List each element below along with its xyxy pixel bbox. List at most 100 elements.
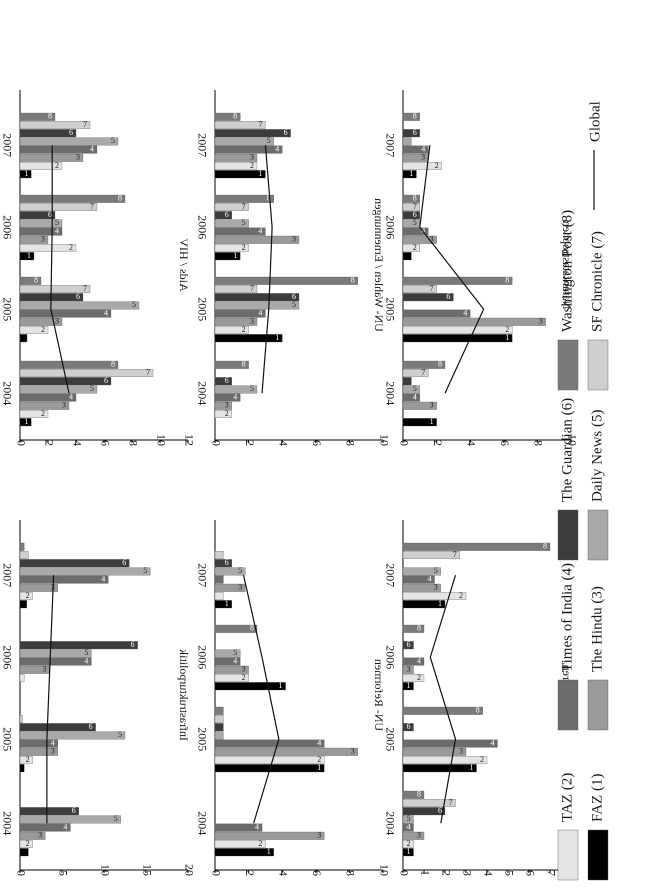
bar-2004-s5 xyxy=(402,385,420,394)
bar-number: 5 xyxy=(407,814,411,823)
bar-number: 6 xyxy=(407,722,411,731)
legend-swatch-7 xyxy=(587,339,609,391)
bar-2004-s8 xyxy=(402,790,425,799)
bar-number: 3 xyxy=(225,401,229,410)
bar-2004-s7 xyxy=(402,369,429,377)
bar-2006-s4 xyxy=(214,227,266,236)
y-tick-label: 4 xyxy=(70,440,84,446)
bar-number: 7 xyxy=(413,202,417,211)
x-tick-label: 2006 xyxy=(195,645,209,669)
legend-swatch-1 xyxy=(587,829,609,881)
bar-number: 4 xyxy=(63,822,67,831)
bar-number: 3 xyxy=(430,235,434,244)
bar-2007-s6 xyxy=(402,129,420,138)
bar-number: 6 xyxy=(413,210,417,219)
bar-2007-s8 xyxy=(402,542,551,551)
bar-number: 4 xyxy=(101,574,105,583)
y-tick-label: 4 xyxy=(464,440,478,446)
bar-2005-s8 xyxy=(402,706,483,715)
bar-2005-s4 xyxy=(402,309,471,318)
bar-number: 4 xyxy=(417,656,421,665)
bar-2006-s3 xyxy=(214,665,249,674)
bar-number: 8 xyxy=(417,624,421,633)
global-line xyxy=(429,575,457,824)
bar-2004-s5 xyxy=(402,815,414,824)
bar-number: 1 xyxy=(438,599,442,608)
bar-number: 1 xyxy=(233,251,237,260)
bar-number: 6 xyxy=(122,558,126,567)
legend-swatch-2 xyxy=(557,829,579,881)
global-line xyxy=(242,575,280,824)
bar-2007-s4 xyxy=(402,575,435,584)
bar-number: 5 xyxy=(292,300,296,309)
bar-number: 8 xyxy=(250,624,254,633)
bar-2007-s2 xyxy=(19,592,33,600)
bar-2005-s8 xyxy=(19,276,42,285)
bar-2004-s4 xyxy=(402,823,414,832)
bar-number: 1 xyxy=(430,417,434,426)
bar-number: 3 xyxy=(250,153,254,162)
bar-2007-s3 xyxy=(402,583,441,592)
bar-number: 4 xyxy=(317,738,321,747)
bar-number: 5 xyxy=(55,218,59,227)
bar-number: 6 xyxy=(407,640,411,649)
bar-2004-s3 xyxy=(402,831,425,840)
bar-2006-s1 xyxy=(19,252,35,261)
bar-number: 8 xyxy=(417,790,421,799)
bar-2005-s8 xyxy=(402,276,513,285)
bar-number: 7 xyxy=(449,798,453,807)
bar-number: 1 xyxy=(24,417,28,426)
bar-2004-s6 xyxy=(402,377,412,386)
bar-number: 2 xyxy=(250,161,254,170)
bar-number: 2 xyxy=(26,755,30,764)
bar-2005-s4 xyxy=(19,309,112,318)
bar-2005-s3 xyxy=(402,317,546,326)
y-tick-label: 0 xyxy=(14,440,28,446)
bar-2004-s4 xyxy=(19,393,77,402)
bar-2004-s2 xyxy=(214,410,232,418)
bar-number: 7 xyxy=(242,202,246,211)
bar-2007-s1 xyxy=(19,600,27,609)
panel-title: Infrastrukturpolitik xyxy=(177,649,191,741)
bar-2006-s2 xyxy=(402,674,425,682)
x-tick-label: 2005 xyxy=(0,297,14,321)
bar-2006-s5 xyxy=(402,219,420,228)
bar-number: 6 xyxy=(438,806,442,815)
bar-2007-s8 xyxy=(19,542,25,551)
bar-2004-s2 xyxy=(19,840,33,848)
bar-2005-s1 xyxy=(19,334,28,343)
bar-number: 3 xyxy=(250,317,254,326)
y-tick-label: 0 xyxy=(14,870,28,876)
legend-label-4: Times of India (4) xyxy=(559,563,575,672)
bar-number: 7 xyxy=(83,120,87,129)
bar-number: 3 xyxy=(38,831,42,840)
x-tick-label: 2005 xyxy=(195,727,209,751)
bar-number: 6 xyxy=(104,376,108,385)
bar-2004-s8 xyxy=(19,360,119,369)
bar-number: 4 xyxy=(233,656,237,665)
y-tick-label: 6 xyxy=(523,870,537,876)
bar-2007-s4 xyxy=(214,575,224,584)
bar-number: 2 xyxy=(242,243,246,252)
y-tick-label: 0 xyxy=(209,440,223,446)
bar-number: 7 xyxy=(83,284,87,293)
x-tick-label: 2004 xyxy=(0,381,14,405)
bar-number: 4 xyxy=(55,226,59,235)
bar-number: 3 xyxy=(459,747,463,756)
bar-2004-s4 xyxy=(214,823,263,832)
bar-number: 2 xyxy=(505,325,509,334)
bar-2005-s6 xyxy=(214,293,300,302)
bar-number: 6 xyxy=(225,210,229,219)
y-tick-label: 6 xyxy=(310,870,324,876)
bar-2006-s8 xyxy=(19,194,126,203)
bar-2005-s5 xyxy=(19,301,140,310)
bar-number: 2 xyxy=(413,243,417,252)
x-tick-label: 2004 xyxy=(195,381,209,405)
bar-2004-s8 xyxy=(214,360,249,369)
bar-2006-s8 xyxy=(402,624,425,633)
y-tick-label: 15 xyxy=(140,864,154,876)
bar-2007-s5 xyxy=(402,137,412,146)
bar-2007-s7 xyxy=(214,121,266,129)
bar-2006-s1 xyxy=(214,682,286,691)
